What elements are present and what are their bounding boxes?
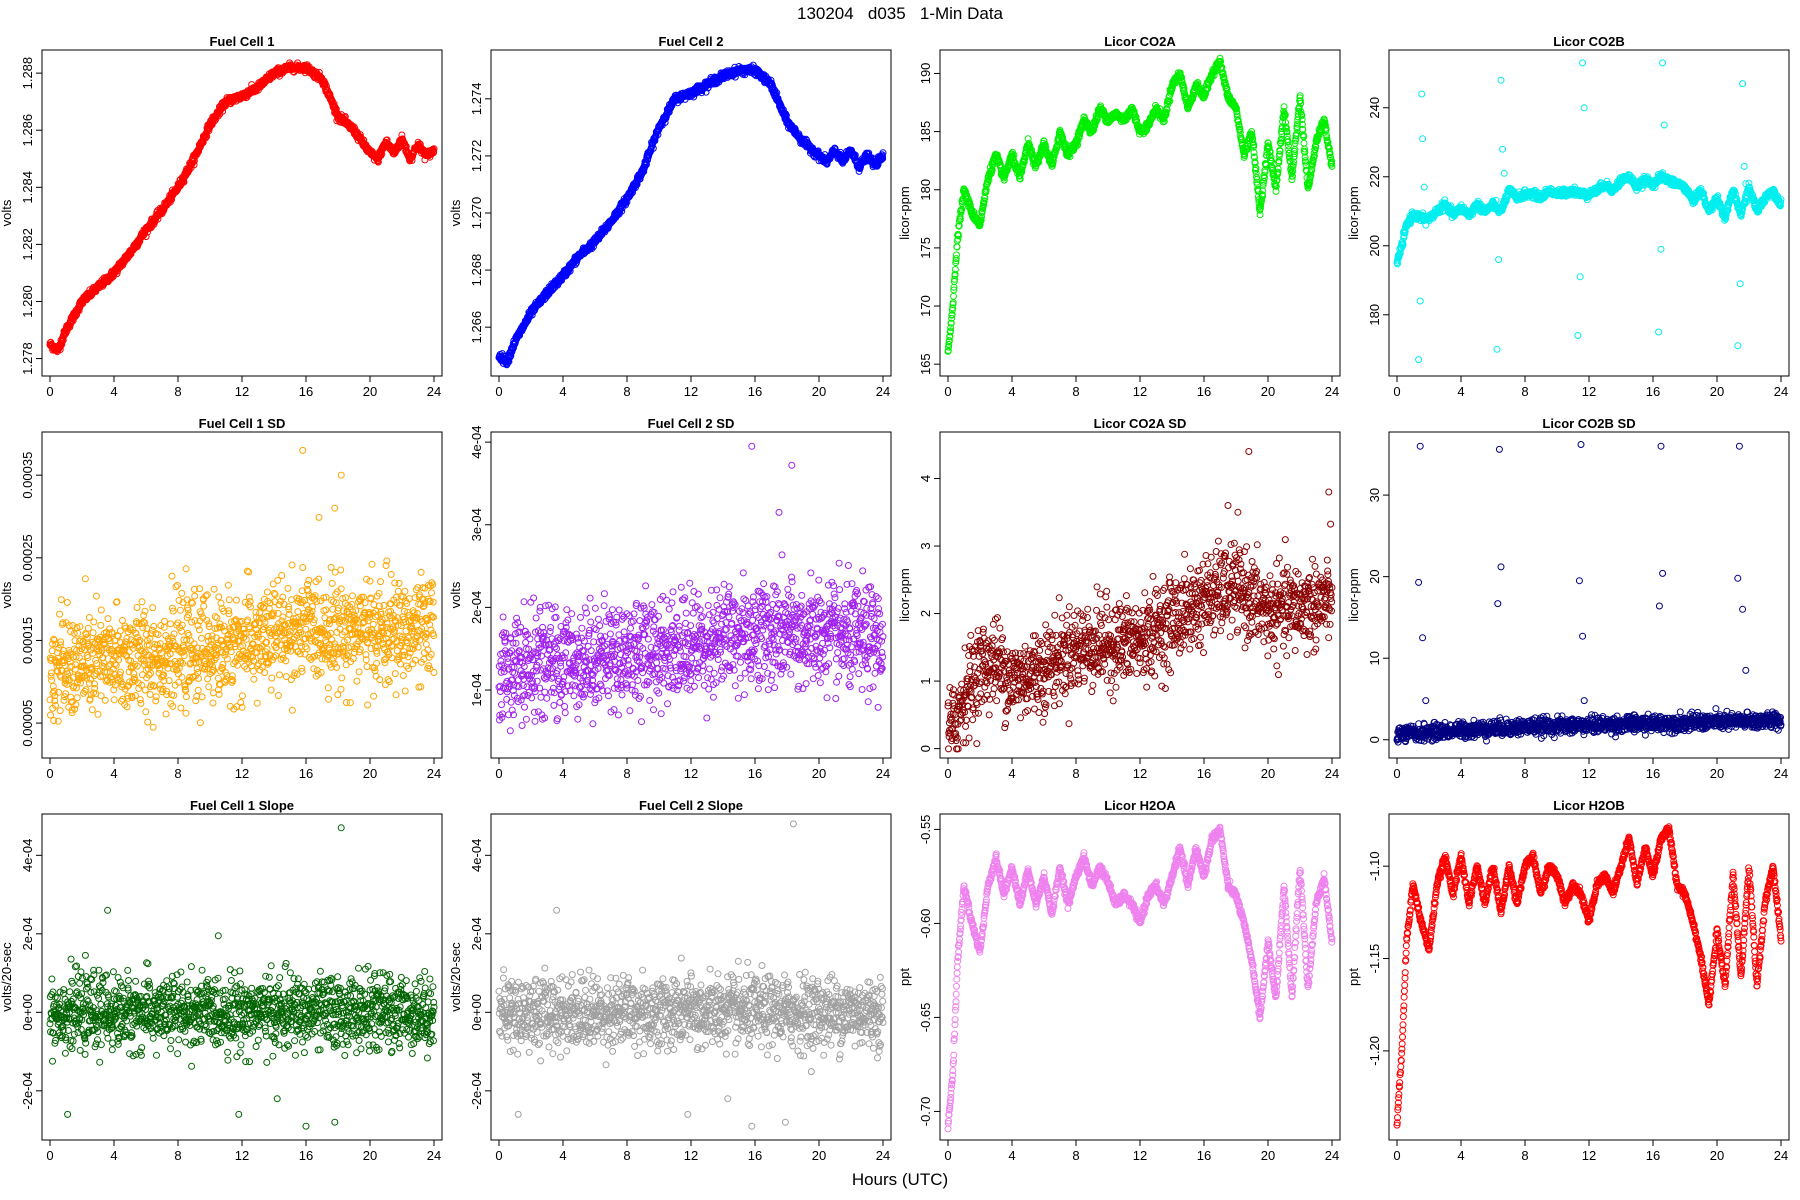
chart-1-point bbox=[190, 161, 198, 169]
chart-3-ytick-label: 175 bbox=[918, 237, 933, 259]
chart-3-xtick-label: 12 bbox=[1133, 384, 1147, 399]
chart-2: Fuel Cell 2 volts 0 4 8 12 16 20 24 1.266 1.268 1.2… bbox=[448, 34, 892, 399]
chart-2-ytick-label: 1.268 bbox=[469, 254, 484, 287]
chart-1-point bbox=[75, 307, 83, 315]
chart-3-point bbox=[1300, 139, 1308, 147]
chart-4-xtick-label: 12 bbox=[1582, 384, 1596, 399]
chart-1-point bbox=[154, 215, 162, 223]
chart-2-ytick-label: 1.274 bbox=[469, 83, 484, 116]
chart-1-xtick-label: 0 bbox=[46, 384, 53, 399]
chart-2-ytick-label: 1.266 bbox=[469, 311, 484, 344]
chart-1-xtick-label: 20 bbox=[363, 384, 377, 399]
chart-4-ytick-label: 180 bbox=[1367, 304, 1382, 326]
chart-1-ytick-label: 1.286 bbox=[20, 114, 35, 147]
chart-3-ytick-label: 170 bbox=[918, 295, 933, 317]
chart-4-xtick-label: 16 bbox=[1646, 384, 1660, 399]
chart-1-point bbox=[142, 233, 150, 241]
chart-4-ylabel: licor-ppm bbox=[1346, 186, 1361, 239]
chart-2-points bbox=[495, 61, 887, 369]
chart-4-xtick-label: 8 bbox=[1521, 384, 1528, 399]
chart-1-ylabel: volts bbox=[0, 199, 14, 226]
chart-2-title: Fuel Cell 2 bbox=[658, 34, 723, 49]
chart-3-xtick-label: 8 bbox=[1072, 384, 1079, 399]
chart-4-ytick-label: 200 bbox=[1367, 235, 1382, 257]
chart-3-ylabel: licor-ppm bbox=[897, 186, 912, 239]
chart-3-ytick-label: 165 bbox=[918, 353, 933, 375]
chart-1-ytick-label: 1.284 bbox=[20, 171, 35, 204]
chart-1-xtick-label: 24 bbox=[427, 384, 441, 399]
chart-1-xtick-label: 16 bbox=[299, 384, 313, 399]
chart-4-ytick-label: 240 bbox=[1367, 97, 1382, 119]
chart-2-ytick-label: 1.272 bbox=[469, 140, 484, 173]
chart-2-ytick-label: 1.270 bbox=[469, 197, 484, 230]
chart-3-ytick-label: 185 bbox=[918, 121, 933, 143]
chart-3-xtick-label: 20 bbox=[1261, 384, 1275, 399]
chart-2-xtick-label: 0 bbox=[495, 384, 502, 399]
chart-3-xtick-label: 0 bbox=[944, 384, 951, 399]
chart-1-point bbox=[202, 134, 210, 142]
chart-3-point bbox=[953, 251, 960, 259]
page-title: 130204 d035 1-Min Data bbox=[796, 4, 1004, 23]
chart-4-ytick-label: 220 bbox=[1367, 166, 1382, 188]
chart-2-xtick-label: 12 bbox=[684, 384, 698, 399]
chart-1-ytick-label: 1.278 bbox=[20, 342, 35, 375]
chart-1-xtick-label: 8 bbox=[174, 384, 181, 399]
chart-4: Licor CO2B licor-ppm 0 4 8 12 16 20 24 180 200 220 2… bbox=[1346, 34, 1790, 399]
chart-2-xtick-label: 24 bbox=[876, 384, 890, 399]
chart-2-ylabel: volts bbox=[448, 199, 463, 226]
chart-3-points bbox=[944, 54, 1336, 355]
chart-2-xtick-label: 16 bbox=[748, 384, 762, 399]
chart-2-xtick-label: 4 bbox=[559, 384, 566, 399]
chart-1-title: Fuel Cell 1 bbox=[209, 34, 274, 49]
chart-3-xtick-label: 16 bbox=[1197, 384, 1211, 399]
chart-3-xtick-label: 4 bbox=[1008, 384, 1015, 399]
chart-4-xtick-label: 4 bbox=[1457, 384, 1464, 399]
chart-3-point bbox=[953, 243, 961, 251]
chart-3-ytick-label: 180 bbox=[918, 179, 933, 201]
chart-3: Licor CO2A licor-ppm 0 4 8 12 16 20 24 165 170 175 1… bbox=[897, 34, 1341, 399]
chart-3-xtick-label: 24 bbox=[1325, 384, 1339, 399]
chart-4-points bbox=[1393, 59, 1785, 364]
chart-1-ytick-label: 1.288 bbox=[20, 57, 35, 90]
chart-2-xtick-label: 8 bbox=[623, 384, 630, 399]
chart-1-ytick-label: 1.282 bbox=[20, 228, 35, 261]
chart-3-title: Licor CO2A bbox=[1104, 34, 1176, 49]
chart-3-point bbox=[950, 292, 957, 300]
chart-1-ytick-label: 1.280 bbox=[20, 285, 35, 318]
chart-2-xtick-label: 20 bbox=[812, 384, 826, 399]
chart-3-frame bbox=[939, 49, 1341, 377]
chart-3-ytick-label: 190 bbox=[918, 63, 933, 85]
chart-4-xtick-label: 20 bbox=[1710, 384, 1724, 399]
chart-1-xtick-label: 4 bbox=[110, 384, 117, 399]
chart-4-title: Licor CO2B bbox=[1553, 34, 1625, 49]
chart-1: Fuel Cell 1 volts 0 4 8 12 16 20 24 1.278 1.280 1.2… bbox=[0, 34, 443, 399]
chart-1-xtick-label: 12 bbox=[235, 384, 249, 399]
chart-4-xtick-label: 24 bbox=[1774, 384, 1788, 399]
chart-4-xtick-label: 0 bbox=[1393, 384, 1400, 399]
chart-1-points bbox=[46, 59, 438, 356]
